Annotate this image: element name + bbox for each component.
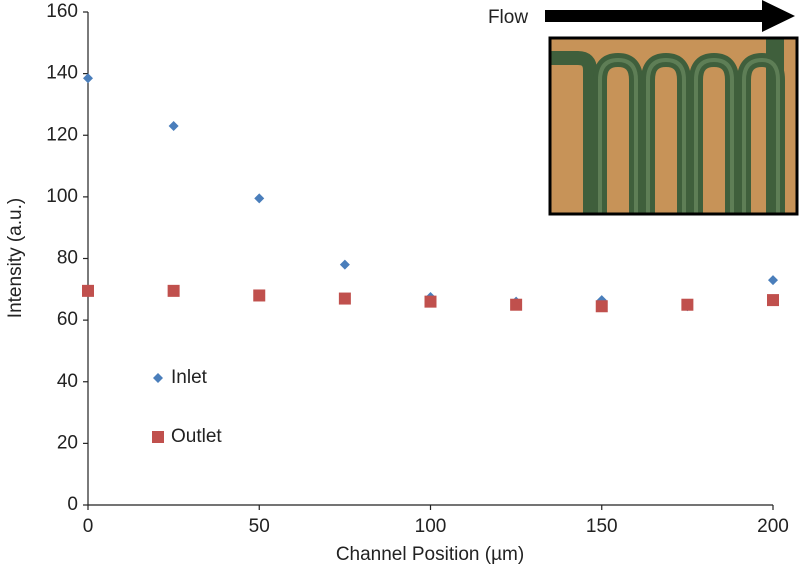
y-tick-label: 60 bbox=[57, 309, 78, 330]
y-axis-label: Intensity (a.u.) bbox=[5, 198, 26, 318]
x-tick-label: 100 bbox=[415, 516, 447, 537]
point bbox=[768, 275, 778, 286]
legend-marker bbox=[153, 373, 163, 383]
y-tick-label: 40 bbox=[57, 371, 78, 392]
x-tick-label: 150 bbox=[586, 516, 618, 537]
inset-image bbox=[548, 36, 799, 216]
point bbox=[83, 73, 93, 84]
y-tick-label: 20 bbox=[57, 432, 78, 453]
point bbox=[510, 298, 523, 311]
point bbox=[424, 295, 437, 308]
legend-label: Outlet bbox=[171, 426, 222, 447]
flow-arrow bbox=[545, 0, 795, 32]
x-axis-label: Channel Position (µm) bbox=[336, 544, 524, 565]
point bbox=[168, 121, 179, 132]
point bbox=[595, 300, 608, 313]
y-tick-label: 140 bbox=[46, 63, 78, 84]
flow-label: Flow bbox=[488, 7, 528, 28]
point bbox=[339, 259, 350, 270]
point bbox=[254, 193, 265, 204]
point bbox=[253, 289, 266, 302]
legend-label: Inlet bbox=[171, 367, 208, 388]
x-tick-label: 0 bbox=[83, 516, 94, 537]
point bbox=[681, 298, 694, 311]
point bbox=[767, 294, 779, 307]
y-tick-label: 100 bbox=[46, 186, 78, 207]
point bbox=[338, 292, 351, 305]
x-tick-label: 50 bbox=[249, 516, 270, 537]
y-tick-label: 80 bbox=[57, 248, 78, 269]
y-tick-label: 120 bbox=[46, 124, 78, 145]
point bbox=[82, 284, 94, 297]
point bbox=[167, 284, 180, 297]
x-tick-label: 200 bbox=[757, 516, 789, 537]
y-tick-label: 0 bbox=[67, 494, 78, 515]
legend-marker bbox=[152, 431, 164, 443]
y-tick-label: 160 bbox=[46, 1, 78, 22]
